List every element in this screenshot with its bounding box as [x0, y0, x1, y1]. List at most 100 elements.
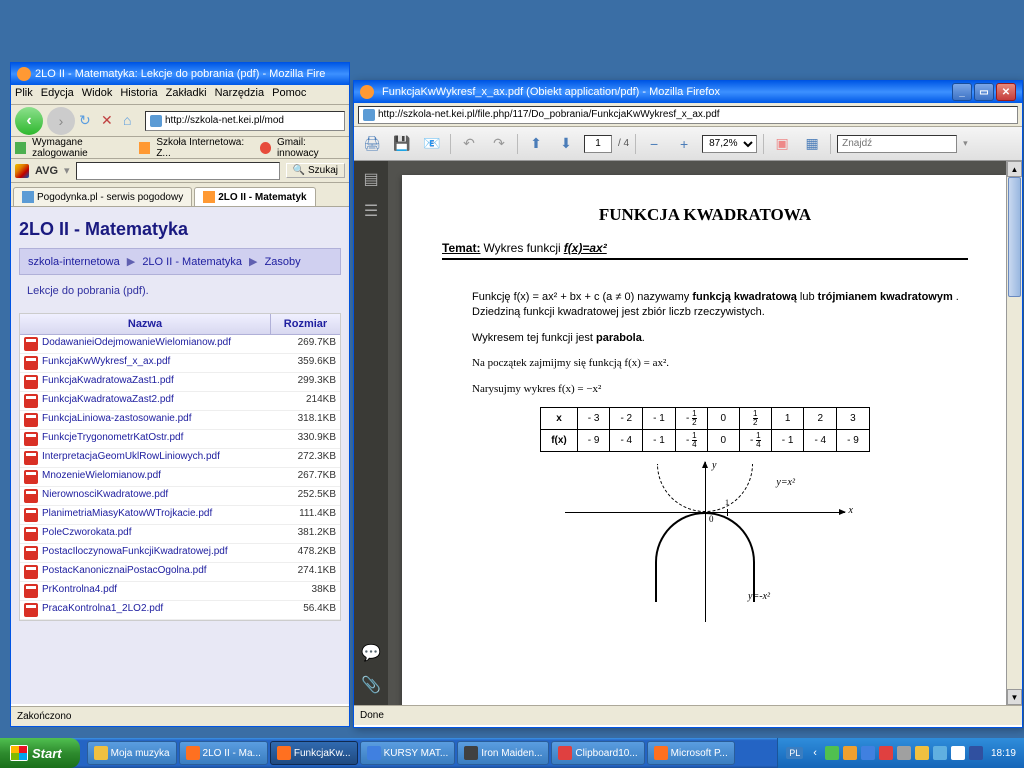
- tray-icon[interactable]: [861, 746, 875, 760]
- back-button[interactable]: ‹: [15, 107, 43, 135]
- crumb-3[interactable]: Zasoby: [265, 256, 301, 268]
- pdf-page-area[interactable]: FUNKCJA KWADRATOWA Temat: Wykres funkcji…: [388, 161, 1022, 705]
- table-row[interactable]: PracaKontrolna1_2LO2.pdf56.4KB: [20, 601, 340, 620]
- menu-tools[interactable]: Narzędzia: [215, 87, 265, 102]
- find-input[interactable]: [837, 135, 957, 153]
- url-bar[interactable]: http://szkola-net.kei.pl/file.php/117/Do…: [358, 106, 1018, 124]
- minimize-button[interactable]: _: [952, 83, 972, 101]
- start-button[interactable]: Start: [0, 738, 80, 768]
- zoom-out-icon[interactable]: −: [642, 132, 666, 156]
- start-label: Start: [32, 746, 62, 761]
- tray-icon[interactable]: [825, 746, 839, 760]
- pdf-icon: [24, 375, 38, 389]
- page-down-icon[interactable]: ⬇: [554, 132, 578, 156]
- task-icon: [186, 746, 200, 760]
- window-titlebar[interactable]: FunkcjaKwWykresf_x_ax.pdf (Obiekt applic…: [354, 81, 1022, 103]
- undo-icon[interactable]: ↶: [457, 132, 481, 156]
- pdf-icon: [24, 451, 38, 465]
- task-label: Iron Maiden...: [481, 748, 542, 759]
- close-button[interactable]: ✕: [996, 83, 1016, 101]
- file-name: PrKontrolna4.pdf: [42, 584, 276, 598]
- table-row[interactable]: PrKontrolna4.pdf38KB: [20, 582, 340, 601]
- grid-icon[interactable]: ▦: [800, 132, 824, 156]
- menu-view[interactable]: Widok: [82, 87, 113, 102]
- language-indicator[interactable]: PL: [786, 747, 803, 759]
- outline-icon[interactable]: ☰: [361, 201, 381, 221]
- scroll-up-button[interactable]: ▲: [1007, 161, 1022, 177]
- pdf-icon: [24, 413, 38, 427]
- maximize-button[interactable]: ▭: [974, 83, 994, 101]
- table-row[interactable]: FunkcjeTrygonometrKatOstr.pdf330.9KB: [20, 430, 340, 449]
- redo-icon[interactable]: ↷: [487, 132, 511, 156]
- avg-search-button[interactable]: 🔍 Szukaj: [286, 163, 345, 178]
- table-row[interactable]: InterpretacjaGeomUklRowLiniowych.pdf272.…: [20, 449, 340, 468]
- window-titlebar[interactable]: 2LO II - Matematyka: Lekcje do pobrania …: [11, 63, 349, 85]
- tray-icon[interactable]: [933, 746, 947, 760]
- fullscreen-icon[interactable]: ▣: [770, 132, 794, 156]
- taskbar-item[interactable]: Moja muzyka: [87, 741, 177, 765]
- table-row[interactable]: PostacKanonicznaiPostacOgolna.pdf274.1KB: [20, 563, 340, 582]
- scroll-thumb[interactable]: [1008, 177, 1021, 297]
- tray-expand-icon[interactable]: ‹: [813, 747, 817, 759]
- zoom-select[interactable]: 87,2%: [702, 135, 757, 153]
- bookmark-3[interactable]: Gmail: innowacy: [277, 137, 345, 159]
- scrollbar-vertical[interactable]: ▲ ▼: [1006, 161, 1022, 705]
- save-icon[interactable]: 💾: [390, 132, 414, 156]
- table-row[interactable]: FunkcjaLiniowa-zastosowanie.pdf318.1KB: [20, 411, 340, 430]
- menu-file[interactable]: Plik: [15, 87, 33, 102]
- pdf-icon: [24, 470, 38, 484]
- tray-icon[interactable]: [951, 746, 965, 760]
- menu-help[interactable]: Pomoc: [272, 87, 306, 102]
- table-row[interactable]: NierownosciKwadratowe.pdf252.5KB: [20, 487, 340, 506]
- taskbar-item[interactable]: 2LO II - Ma...: [179, 741, 268, 765]
- table-row[interactable]: FunkcjaKwadratowaZast1.pdf299.3KB: [20, 373, 340, 392]
- table-row[interactable]: FunkcjaKwWykresf_x_ax.pdf359.6KB: [20, 354, 340, 373]
- taskbar-item[interactable]: KURSY MAT...: [360, 741, 456, 765]
- avg-search-input[interactable]: [76, 162, 280, 180]
- crumb-1[interactable]: szkola-internetowa: [28, 256, 120, 268]
- table-row[interactable]: DodawanieiOdejmowanieWielomianow.pdf269.…: [20, 335, 340, 354]
- tray-icon[interactable]: [879, 746, 893, 760]
- menu-edit[interactable]: Edycja: [41, 87, 74, 102]
- col-name-header[interactable]: Nazwa: [20, 314, 270, 334]
- menu-bookmarks[interactable]: Zakładki: [166, 87, 207, 102]
- stop-icon[interactable]: ✕: [101, 112, 119, 130]
- reload-icon[interactable]: ↻: [79, 112, 97, 130]
- table-row[interactable]: PoleCzworokata.pdf381.2KB: [20, 525, 340, 544]
- tray-icon[interactable]: [843, 746, 857, 760]
- taskbar-item[interactable]: Iron Maiden...: [457, 741, 549, 765]
- bookmark-1[interactable]: Wymagane zalogowanie: [32, 137, 133, 159]
- clock[interactable]: 18:19: [991, 748, 1016, 759]
- tray-icon[interactable]: [915, 746, 929, 760]
- thumbnails-icon[interactable]: ▤: [361, 169, 381, 189]
- tray-icon[interactable]: [897, 746, 911, 760]
- zoom-in-icon[interactable]: +: [672, 132, 696, 156]
- scroll-down-button[interactable]: ▼: [1007, 689, 1022, 705]
- menu-history[interactable]: Historia: [120, 87, 157, 102]
- taskbar-item[interactable]: Microsoft P...: [647, 741, 735, 765]
- pdf-viewer-window: FunkcjaKwWykresf_x_ax.pdf (Obiekt applic…: [353, 80, 1023, 728]
- home-icon[interactable]: ⌂: [123, 112, 141, 130]
- table-row[interactable]: MnozenieWielomianow.pdf267.7KB: [20, 468, 340, 487]
- tab-pogodynka[interactable]: Pogodynka.pl - serwis pogodowy: [13, 187, 192, 206]
- page-up-icon[interactable]: ⬆: [524, 132, 548, 156]
- table-row[interactable]: PostacIloczynowaFunkcjiKwadratowej.pdf47…: [20, 544, 340, 563]
- tab-matematyka[interactable]: 2LO II - Matematyk: [194, 187, 315, 206]
- doc-paragraph-4: Narysujmy wykres f(x) = −x²: [472, 382, 968, 397]
- print-icon[interactable]: 🖨: [360, 132, 384, 156]
- table-row[interactable]: FunkcjaKwadratowaZast2.pdf214KB: [20, 392, 340, 411]
- col-size-header[interactable]: Rozmiar: [270, 314, 340, 334]
- window-controls: _ ▭ ✕: [952, 83, 1016, 101]
- taskbar-item[interactable]: FunkcjaKw...: [270, 741, 358, 765]
- taskbar-item[interactable]: Clipboard10...: [551, 741, 644, 765]
- bookmark-2[interactable]: Szkoła Internetowa: Z...: [156, 137, 253, 159]
- comment-icon[interactable]: 💬: [361, 643, 381, 663]
- page-number-input[interactable]: [584, 135, 612, 153]
- mail-icon[interactable]: 📧: [420, 132, 444, 156]
- tray-icon[interactable]: [969, 746, 983, 760]
- url-bar[interactable]: http://szkola-net.kei.pl/mod: [145, 111, 345, 131]
- table-row[interactable]: PlanimetriaMiasyKatowWTrojkacie.pdf111.4…: [20, 506, 340, 525]
- menu-bar: Plik Edycja Widok Historia Zakładki Narz…: [11, 85, 349, 105]
- crumb-2[interactable]: 2LO II - Matematyka: [142, 256, 242, 268]
- attachment-icon[interactable]: 📎: [361, 675, 381, 695]
